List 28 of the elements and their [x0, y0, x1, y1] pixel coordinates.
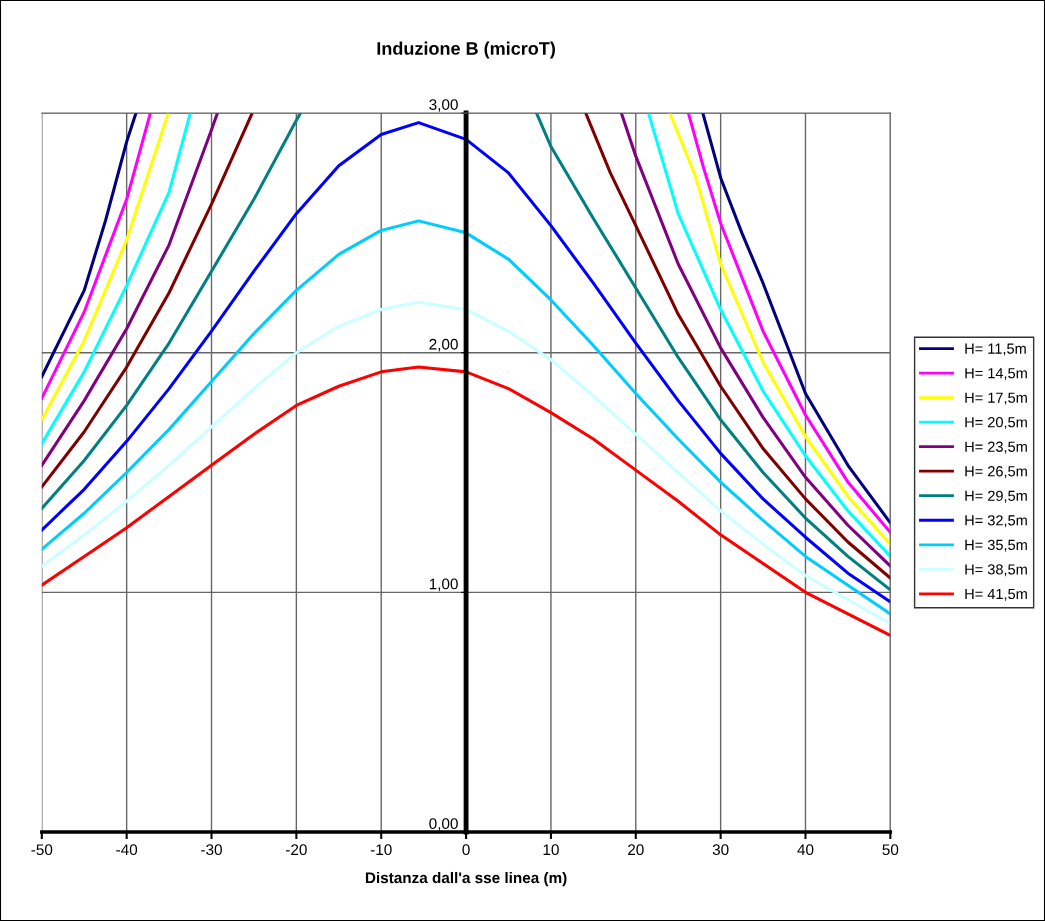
x-tick-label: 30 — [712, 844, 729, 856]
x-tick-label: 10 — [543, 844, 559, 856]
y-tick-label: 0,00 — [429, 818, 458, 831]
x-axis-title: Distanza dall'a sse linea (m) — [365, 871, 567, 887]
y-tick-label: 1,00 — [429, 578, 458, 592]
x-tick-label: 20 — [628, 844, 644, 856]
legend-label: H= 41,5m — [965, 588, 1027, 601]
x-tick-label: -40 — [116, 844, 138, 856]
legend-label: H= 17,5m — [965, 392, 1027, 405]
x-tick-label: 40 — [797, 844, 814, 856]
x-tick-label: 0 — [462, 844, 470, 856]
legend-label: H= 20,5m — [965, 417, 1027, 430]
legend-label: H= 38,5m — [965, 564, 1027, 577]
legend-label: H= 11,5m — [965, 343, 1026, 356]
x-tick-label: -50 — [31, 844, 53, 856]
x-tick-label: 50 — [882, 844, 899, 856]
chart-title: Induzione B (microT) — [377, 41, 555, 59]
x-tick-label: -20 — [286, 844, 307, 856]
legend-label: H= 23,5m — [965, 441, 1027, 454]
x-tick-label: -10 — [370, 844, 392, 856]
legend-label: H= 29,5m — [965, 490, 1027, 503]
legend-label: H= 32,5m — [965, 515, 1027, 528]
legend-label: H= 35,5m — [965, 539, 1027, 552]
legend-label: H= 26,5m — [965, 466, 1027, 479]
x-tick-label: -30 — [201, 844, 222, 856]
y-tick-label: 3,00 — [429, 99, 458, 112]
y-tick-label: 2,00 — [429, 338, 458, 352]
legend-label: H= 14,5m — [965, 368, 1027, 381]
